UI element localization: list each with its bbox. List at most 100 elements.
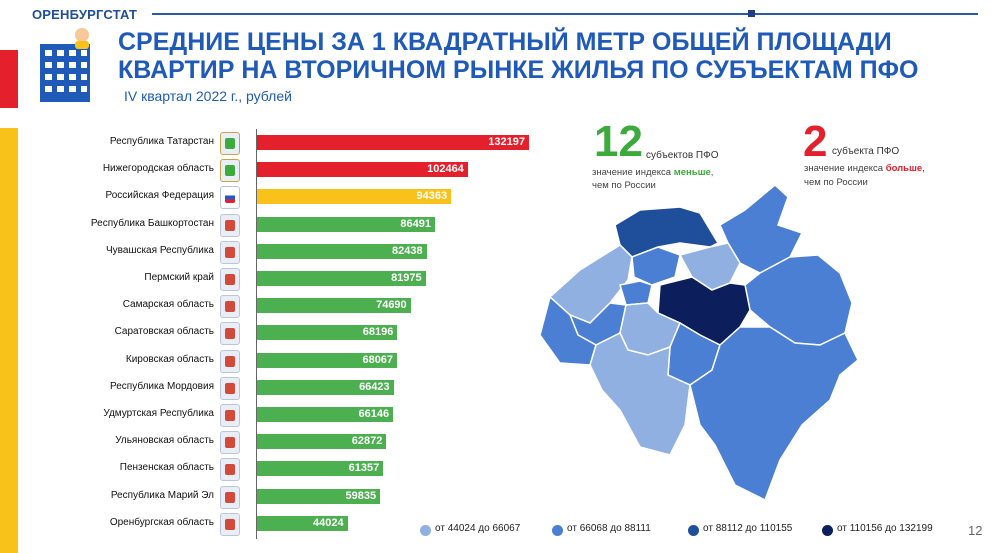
category-label: Республика Башкортостан — [90, 217, 214, 229]
region-emblem-icon — [220, 268, 240, 291]
region-emblem-icon — [220, 512, 240, 536]
category-label: Пермский край — [144, 272, 214, 283]
page-number: 12 — [968, 523, 983, 538]
category-label: Оренбургская область — [109, 516, 214, 528]
legend-label: от 110156 до 132199 — [837, 523, 933, 534]
region-emblem-fill — [225, 328, 235, 340]
category-label: Республика Мордовия — [110, 380, 214, 392]
bar — [257, 135, 529, 150]
stat-below-emphasis: меньше — [673, 167, 711, 178]
bar — [257, 352, 398, 368]
region-emblem-icon — [220, 458, 240, 482]
region-emblem-fill — [225, 246, 235, 258]
category-label: Самарская область — [122, 299, 214, 311]
category-axis-line — [256, 129, 257, 539]
category-label: Удмуртская Республика — [103, 408, 214, 419]
stat-above-description: значение индекса больше, — [804, 163, 925, 174]
bar — [257, 325, 398, 341]
map-region-saratov — [589, 331, 691, 456]
region-emblem-icon — [220, 132, 240, 155]
map-region-chuvashia — [619, 280, 653, 306]
region-emblem-fill — [225, 165, 235, 177]
bar — [257, 189, 452, 205]
region-emblem-fill — [225, 410, 235, 421]
bar-value-label: 44024 — [312, 516, 344, 529]
region-emblem-fill — [225, 192, 235, 204]
bar — [257, 216, 435, 232]
stat-below-description: значение индекса меньше, — [592, 167, 714, 178]
region-emblem-icon — [220, 404, 240, 427]
stat-below-count: 12 — [594, 117, 643, 166]
category-label: Ульяновская область — [115, 435, 214, 447]
stat-above-unit: субъекта ПФО — [832, 146, 900, 157]
region-emblem-icon — [220, 159, 240, 183]
bar — [257, 271, 426, 286]
bar-value-label: 102464 — [427, 163, 464, 176]
header-rule — [152, 13, 978, 15]
bar-value-label: 132197 — [488, 136, 525, 148]
region-emblem-fill — [225, 437, 235, 449]
region-emblem-fill — [225, 301, 235, 313]
map-region-orenburg — [689, 326, 859, 502]
bar-value-label: 94363 — [416, 190, 448, 203]
region-emblem-fill — [225, 219, 235, 231]
region-emblem-icon — [220, 240, 240, 264]
chart-title-line-1: СРЕДНИЕ ЦЕНЫ ЗА 1 КВАДРАТНЫЙ МЕТР ОБЩЕЙ … — [118, 28, 892, 56]
bar — [257, 243, 427, 259]
district-map — [540, 185, 859, 502]
brand-name: ОРЕНБУРГСТАТ — [32, 7, 138, 22]
bar — [257, 515, 348, 531]
region-emblem-fill — [225, 518, 235, 530]
chart-title-line-2: КВАРТИР НА ВТОРИЧНОМ РЫНКЕ ЖИЛЬЯ ПО СУБЪ… — [118, 56, 919, 84]
region-emblem-fill — [225, 138, 235, 149]
bar-value-label: 82438 — [392, 244, 423, 257]
map-region-marij — [631, 246, 681, 286]
stat-above-count: 2 — [803, 117, 828, 166]
category-label: Пензенская область — [119, 462, 214, 474]
bar-value-label: 68196 — [362, 326, 394, 339]
bar — [257, 379, 394, 395]
accent-stripe-yellow — [0, 128, 18, 553]
bar — [257, 461, 384, 477]
stat-above-emphasis: больше — [885, 163, 923, 174]
region-emblem-icon — [220, 213, 240, 237]
region-emblem-icon — [220, 186, 240, 210]
bar — [257, 488, 381, 504]
region-emblem-icon — [220, 431, 240, 455]
bar-value-label: 66146 — [358, 408, 390, 420]
bar-value-label: 66423 — [359, 380, 390, 393]
bar — [257, 162, 468, 178]
bar-value-label: 62872 — [351, 435, 383, 448]
legend-swatch — [552, 525, 563, 536]
bar — [257, 298, 411, 314]
bar-value-label: 59835 — [345, 489, 377, 502]
category-label: Чувашская Республика — [106, 244, 214, 256]
legend-swatch — [688, 525, 699, 536]
category-label: Республика Татарстан — [109, 136, 214, 147]
category-label: Кировская область — [125, 353, 214, 365]
legend-label: от 44024 до 66067 — [435, 523, 521, 534]
region-emblem-icon — [220, 295, 240, 319]
region-emblem-fill — [225, 464, 235, 476]
region-emblem-fill — [225, 274, 235, 285]
legend-label: от 66068 до 88111 — [567, 523, 651, 534]
bar — [257, 434, 387, 450]
bar-value-label: 81975 — [391, 272, 422, 284]
stat-above-description-line2: чем по России — [804, 177, 868, 188]
stat-below-description-line2: чем по России — [592, 180, 656, 191]
accent-stripe-red — [0, 50, 18, 108]
category-label: Нижегородская область — [102, 163, 214, 175]
legend-swatch — [822, 525, 833, 536]
bar-value-label: 61357 — [348, 462, 380, 475]
category-label: Республика Марий Эл — [110, 489, 214, 501]
stat-below-unit: субъектов ПФО — [646, 150, 719, 161]
legend-label: от 88112 до 110155 — [703, 523, 793, 534]
chart-title: СРЕДНИЕ ЦЕНЫ ЗА 1 КВАДРАТНЫЙ МЕТР ОБЩЕЙ … — [118, 28, 918, 84]
bar-value-label: 68067 — [362, 353, 394, 366]
category-label: Российская Федерация — [105, 190, 214, 202]
region-emblem-fill — [225, 355, 235, 367]
region-emblem-icon — [220, 349, 240, 373]
building-icon — [40, 28, 90, 102]
legend-swatch — [420, 525, 431, 536]
bar-value-label: 86491 — [400, 217, 431, 230]
